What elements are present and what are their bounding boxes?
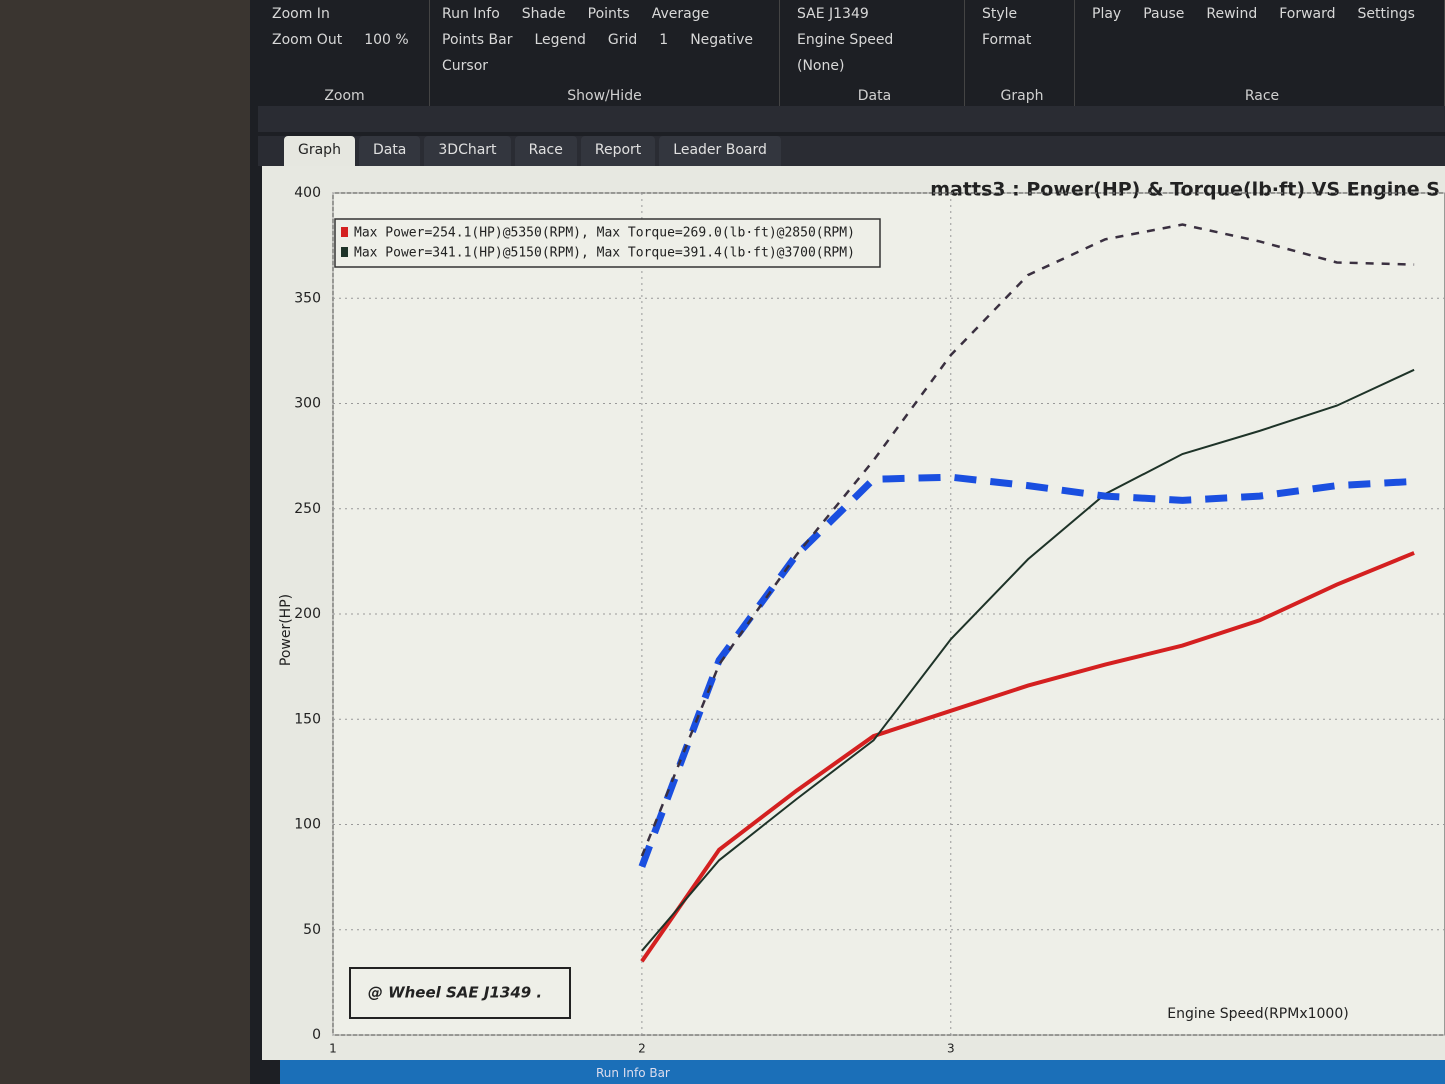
legend-box [334, 218, 881, 268]
y-tick-label: 150 [294, 711, 321, 727]
ribbon-button[interactable]: Settings [1357, 6, 1415, 22]
tab[interactable]: Data [358, 136, 421, 166]
x-tick-label: 2 [638, 1042, 646, 1056]
tab[interactable]: Race [514, 136, 577, 166]
ribbon-button[interactable]: Pause [1143, 6, 1185, 22]
ribbon-button[interactable]: Cursor [442, 58, 489, 74]
series-line [640, 551, 1415, 963]
ribbon-button[interactable]: Average [651, 6, 710, 22]
series-line [638, 473, 1415, 868]
ribbon-items: SAE J1349 Engine Speed (None) [785, 0, 964, 80]
ribbon-group: Style Format Graph [970, 0, 1075, 112]
ribbon-button[interactable]: Shade [521, 6, 566, 22]
tab[interactable]: Graph [284, 136, 355, 166]
y-tick-label: 100 [294, 817, 321, 833]
series-line [641, 368, 1415, 952]
ribbon-button[interactable]: Zoom Out [272, 32, 343, 48]
ribbon-button[interactable]: Engine Speed [797, 32, 894, 48]
ribbon-group-label: Data [857, 88, 892, 104]
chart-title: matts3 : Power(HP) & Torque(lb·ft) VS En… [930, 179, 1440, 201]
ribbon-button[interactable]: Points [587, 6, 630, 22]
tab[interactable]: Leader Board [659, 136, 781, 166]
ribbon-button[interactable]: Grid [607, 32, 638, 48]
y-tick-label: 200 [294, 606, 321, 622]
ribbon-group-label: Race [1244, 88, 1280, 104]
ribbon-group: SAE J1349 Engine Speed (None) Data [785, 0, 965, 112]
ribbon-button[interactable]: Rewind [1206, 6, 1258, 22]
tab[interactable]: 3DChart [424, 136, 511, 166]
ribbon-group-label: Zoom [324, 88, 365, 104]
x-axis-label: Engine Speed(RPMx1000) [1167, 1006, 1348, 1022]
ribbon-items: Play Pause Rewind Forward Settings [1080, 0, 1444, 28]
y-tick-label: 300 [294, 396, 321, 412]
status-bar: Run Info Bar [280, 1060, 1445, 1084]
ribbon-button[interactable]: Legend [534, 32, 586, 48]
ribbon-button[interactable]: Forward [1279, 6, 1336, 22]
x-tick-label: 3 [947, 1042, 955, 1056]
ribbon-button[interactable]: Points Bar [442, 32, 513, 48]
y-tick-label: 50 [303, 922, 321, 938]
ribbon-group: Run Info Shade Points Average Points Bar Lege… [430, 0, 780, 112]
y-tick-label: 0 [312, 1027, 321, 1043]
legend-swatch [341, 247, 348, 257]
toolbar [258, 106, 1445, 132]
ribbon-button[interactable]: Format [982, 32, 1032, 48]
ribbon-button[interactable]: Run Info [442, 6, 500, 22]
ribbon-button[interactable]: Zoom In [272, 6, 330, 22]
ribbon-button[interactable]: 100 % [364, 32, 409, 48]
ribbon-button[interactable]: SAE J1349 [797, 6, 869, 22]
ribbon-button[interactable]: (None) [797, 58, 845, 74]
ribbon-group-label: Show/Hide [567, 88, 642, 104]
annotation-box [349, 967, 571, 1019]
ribbon-group: Zoom In Zoom Out 100 % Zoom [260, 0, 430, 112]
ribbon-button[interactable]: 1 [659, 32, 669, 48]
y-axis-label: Power(HP) [278, 594, 294, 666]
y-tick-label: 400 [294, 185, 321, 201]
ribbon-group: Play Pause Rewind Forward Settings Race [1080, 0, 1445, 112]
series-line [640, 223, 1415, 857]
plot-area [332, 192, 1445, 1036]
ribbon-button[interactable]: Play [1092, 6, 1122, 22]
legend-entry: Max Power=254.1(HP)@5350(RPM), Max Torqu… [354, 226, 855, 241]
y-tick-label: 350 [294, 290, 321, 306]
y-tick-label: 250 [294, 501, 321, 517]
tab[interactable]: Report [580, 136, 656, 166]
ribbon-button[interactable]: Style [982, 6, 1018, 22]
ribbon-items: Zoom In Zoom Out 100 % [260, 0, 429, 54]
legend-entry: Max Power=341.1(HP)@5150(RPM), Max Torqu… [354, 246, 855, 261]
ribbon-items: Run Info Shade Points Average Points Bar Lege… [430, 0, 779, 80]
ribbon-group-label: Graph [1000, 88, 1044, 104]
ribbon-items: Style Format [970, 0, 1074, 54]
annotation: @ Wheel SAE J1349 . [368, 984, 542, 1002]
x-tick-label: 1 [329, 1042, 337, 1056]
tabs: Graph Data 3DChart Race Report Leader Board [258, 136, 1445, 166]
legend-swatch [341, 227, 348, 237]
ribbon-button[interactable]: Negative [690, 32, 754, 48]
